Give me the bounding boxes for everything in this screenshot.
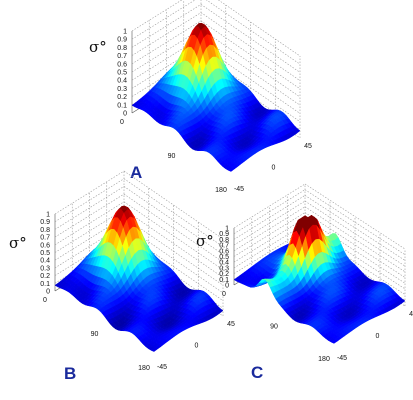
z-tick-label: 0.1 [117, 102, 127, 109]
surface-mesh [131, 22, 301, 172]
x-tick-label: 180 [318, 356, 330, 363]
z-tick-label: 1 [225, 226, 229, 233]
z-tick-label: 0 [225, 283, 229, 290]
grid-line [233, 183, 306, 229]
z-tick-label: 0.2 [219, 271, 229, 278]
x-tick-label: 90 [270, 324, 278, 331]
z-tick-label: 0.6 [117, 61, 127, 68]
grid-line [304, 229, 406, 295]
grid-line [304, 217, 406, 284]
z-tick-label: 0.2 [40, 273, 50, 280]
x-tick-label: 0 [222, 291, 226, 298]
z-tick-label: 0 [123, 111, 127, 118]
z-tick-label: 0.4 [219, 260, 229, 267]
panel-label-a: A [130, 163, 142, 182]
z-tick-label: 0.5 [40, 250, 50, 257]
grid-line [233, 212, 306, 257]
panel-label-b: B [64, 364, 76, 383]
z-tick-label: 0.8 [219, 237, 229, 244]
grid-line [200, 4, 301, 73]
grid-line [233, 189, 306, 234]
y-tick-label: -45 [157, 364, 167, 371]
z-tick-label: 0.7 [219, 243, 229, 250]
grid-line [304, 206, 406, 273]
z-tick-label: 0.3 [219, 265, 229, 272]
grid-line [200, 36, 301, 106]
z-tick-label: 0.8 [117, 45, 127, 52]
y-tick-label: 0 [272, 165, 276, 172]
z-tick-label: 0.9 [219, 231, 229, 238]
z-tick-label: 0.9 [117, 37, 127, 44]
surface-patch [150, 347, 158, 352]
z-tick-label: 0.3 [117, 86, 127, 93]
grid-line [304, 212, 406, 278]
z-tick-label: 0.6 [219, 248, 229, 255]
x-tick-label: 0 [120, 119, 124, 126]
grid-line [304, 183, 406, 250]
surface-patch [330, 339, 339, 344]
z-tick-label: 0.2 [117, 94, 127, 101]
grid-line [217, 0, 301, 57]
grid-line [123, 170, 224, 240]
y-tick-label: 0 [195, 343, 199, 350]
z-axis-label: σ° [9, 234, 27, 252]
z-axis-label: σ° [89, 38, 107, 56]
grid-line [233, 206, 306, 252]
y-tick-label: 0 [376, 333, 380, 340]
grid-line [233, 200, 306, 246]
panel-label-c: C [251, 363, 263, 382]
x-tick-label: 90 [168, 153, 176, 160]
z-tick-label: 0.7 [40, 235, 50, 242]
z-tick-label: 0.7 [117, 53, 127, 60]
grid-line [304, 189, 406, 255]
grid-line [233, 195, 306, 240]
x-tick-label: 0 [43, 297, 47, 304]
grid-line [123, 186, 224, 255]
grid-line [233, 217, 306, 263]
y-tick-label: -45 [337, 355, 347, 362]
surface-mesh [233, 214, 406, 344]
x-tick-label: 180 [138, 365, 150, 372]
grid-line [304, 195, 406, 261]
surface-mesh [54, 205, 224, 352]
grid-line [123, 224, 224, 294]
z-tick-label: 0.1 [219, 277, 229, 284]
z-tick-label: 0.8 [40, 227, 50, 234]
z-tick-label: 0.1 [40, 281, 50, 288]
x-tick-label: 180 [215, 187, 227, 194]
grid-line [200, 28, 301, 98]
z-tick-label: 0 [46, 289, 50, 296]
y-tick-label: 45 [409, 311, 413, 318]
z-tick-label: 0.3 [40, 265, 50, 272]
grid-line [304, 223, 406, 290]
x-tick-label: 90 [91, 331, 99, 338]
z-tick-label: 0.9 [40, 219, 50, 226]
y-tick-label: 45 [304, 143, 312, 150]
y-tick-label: 45 [227, 321, 235, 328]
surface-patch [227, 167, 235, 172]
z-axis-label: σ° [196, 232, 214, 250]
grid-line [304, 200, 406, 267]
z-tick-label: 0.5 [219, 254, 229, 261]
z-tick-label: 1 [46, 212, 50, 219]
z-tick-label: 0.6 [40, 242, 50, 249]
z-tick-label: 0.5 [117, 70, 127, 77]
grid-line [206, 0, 301, 65]
z-tick-label: 0.4 [40, 258, 50, 265]
grid-line [123, 209, 224, 278]
y-tick-label: -45 [234, 186, 244, 193]
z-tick-label: 1 [123, 29, 127, 36]
z-tick-label: 0.4 [117, 78, 127, 85]
grid-line [123, 193, 224, 263]
